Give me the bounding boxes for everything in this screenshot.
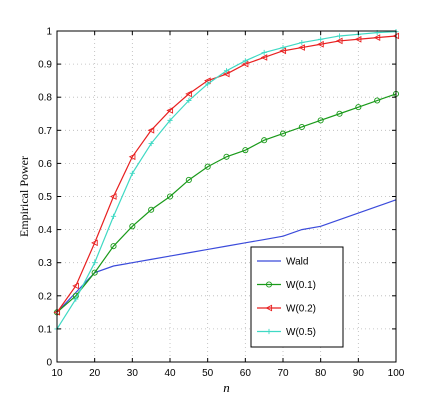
data-point-marker [110,213,117,219]
legend-item: W(0.2) [257,304,316,315]
data-point-marker [336,110,343,117]
data-point-marker [299,39,305,46]
data-point-marker [185,90,192,98]
y-tick-label: 0.6 [38,159,52,170]
x-tick-label: 10 [51,368,63,379]
y-tick-label: 0.2 [38,291,52,302]
x-tick-label: 80 [315,368,327,379]
data-point-marker [185,176,192,183]
x-tick-label: 60 [240,368,252,379]
x-axis-label: n [223,380,230,395]
data-point-marker [186,97,192,104]
y-axis-label: Empirical Power [17,156,31,237]
data-point-marker [205,81,211,87]
x-tick-label: 30 [127,368,139,379]
x-tick-label: 50 [202,368,214,379]
y-tick-label: 1 [46,27,52,38]
data-point-marker [223,68,230,74]
x-tick-label: 70 [277,368,289,379]
series-wald [56,199,397,313]
axis-ticks: 10 20 30 40 50 60 70 80 90 100 0 0.1 0.2 0.3 0.4 0.5 0.6… [38,27,405,380]
series-w-0-2- [53,32,400,316]
x-tick-label: 40 [164,368,176,379]
y-tick-label: 0.7 [38,126,52,137]
data-point-marker [317,117,324,124]
legend-label: W(0.2) [286,304,316,315]
data-point-marker [318,36,324,42]
legend-label: Wald [286,257,308,268]
y-tick-label: 0.9 [38,60,52,71]
legend-label: W(0.5) [286,327,316,338]
legend-box [250,246,344,348]
data-point-marker [166,193,174,200]
data-point-marker [336,33,343,39]
data-point-marker [147,126,155,134]
data-point-marker [223,153,230,160]
data-point-marker [242,147,249,154]
data-point-marker [72,282,79,290]
data-point-marker [242,58,248,64]
data-point-marker [91,269,98,276]
x-tick-label: 100 [388,368,405,379]
y-tick-label: 0.8 [38,93,52,104]
legend-item: Wald [257,257,308,268]
y-tick-label: 0.5 [38,192,52,203]
data-point-marker [92,260,98,266]
data-point-marker [298,123,305,131]
data-point-marker [317,40,324,48]
data-point-marker [148,206,155,213]
data-point-marker [373,34,381,41]
legend-item: W(0.1) [257,280,316,291]
y-tick-label: 0 [46,358,52,369]
data-point-marker [261,137,268,144]
data-point-marker [129,170,135,176]
data-point-marker [110,243,117,250]
x-tick-label: 90 [353,368,365,379]
data-point-marker [374,97,381,104]
data-point-marker [280,44,286,51]
series-line [56,93,397,313]
data-point-marker [298,44,305,51]
series-group [53,29,400,332]
data-point-marker [355,104,362,111]
x-tick-label: 20 [89,368,101,379]
data-point-marker [279,130,287,137]
data-point-marker [265,304,273,312]
data-point-marker [148,140,154,147]
data-point-marker [167,117,173,123]
series-line [56,35,397,313]
legend-label: W(0.1) [286,280,316,291]
legend-item: W(0.5) [257,327,316,338]
data-point-marker [265,281,273,288]
data-point-marker [73,296,79,302]
data-point-marker [109,193,117,200]
series-line [56,199,397,313]
data-point-marker [128,153,136,161]
data-point-marker [129,223,136,230]
data-point-marker [266,328,272,335]
legend: Wald W(0.1) W(0.2) W(0.5) [250,246,344,348]
data-point-marker [335,37,343,45]
data-point-marker [260,54,268,61]
y-tick-label: 0.3 [38,258,52,269]
data-point-marker [261,49,267,56]
data-point-marker [204,163,211,170]
y-tick-label: 0.1 [38,324,52,335]
y-tick-label: 0.4 [38,225,52,236]
data-point-marker [354,35,362,43]
series-w-0-5- [54,29,399,332]
data-point-marker [91,239,98,247]
data-point-marker [166,107,174,114]
